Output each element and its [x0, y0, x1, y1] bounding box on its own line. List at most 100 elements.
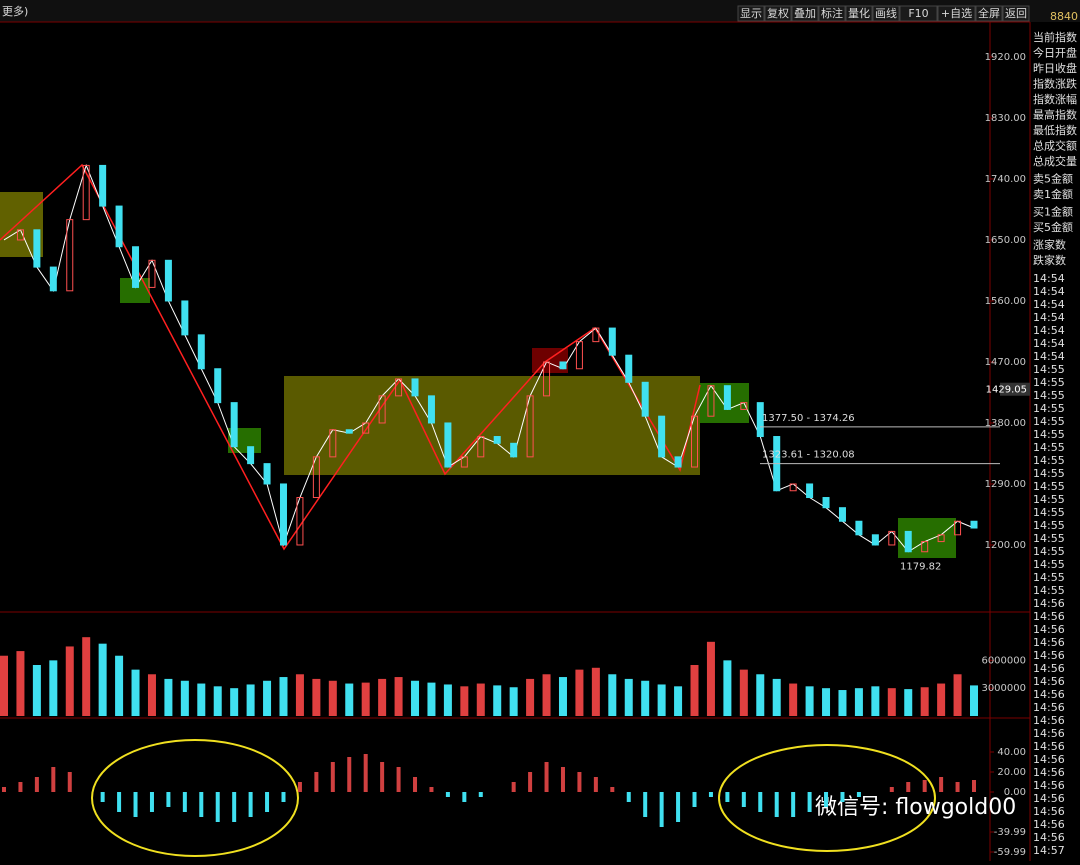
macd-bar	[725, 792, 730, 802]
more-tab[interactable]: 更多)	[2, 4, 28, 18]
candle	[148, 259, 156, 288]
volume-bar	[263, 680, 272, 716]
macd-bar	[889, 787, 894, 792]
y-tick-label: 1560.00	[985, 296, 1026, 307]
side-label: 总成交额	[1033, 139, 1077, 153]
volume-bar	[953, 674, 962, 716]
volume-bar	[690, 665, 699, 716]
macd-bar	[18, 782, 23, 792]
time-label: 14:55	[1033, 545, 1065, 558]
candle	[312, 456, 320, 499]
candle	[66, 219, 74, 292]
macd-bar	[774, 792, 779, 817]
candle	[378, 395, 386, 424]
time-label: 14:56	[1033, 636, 1065, 649]
macd-bar	[149, 792, 154, 812]
candle	[411, 378, 419, 397]
macd-bar	[741, 792, 746, 807]
side-label: 昨日收盘	[1033, 61, 1077, 75]
macd-bar	[67, 772, 72, 792]
time-label: 14:55	[1033, 389, 1065, 402]
candle	[937, 534, 945, 543]
toolbar-button[interactable]: 返回	[1005, 7, 1027, 20]
volume-bar	[312, 678, 321, 716]
candle	[296, 497, 304, 546]
button-bg	[845, 5, 873, 22]
volume-bar	[295, 674, 304, 716]
time-label: 14:56	[1033, 727, 1065, 740]
candle	[641, 381, 649, 417]
macd-bar	[840, 792, 845, 802]
toolbar-button[interactable]: 复权	[767, 6, 789, 20]
toolbar-button[interactable]: 标注	[821, 6, 843, 20]
macd-bar	[117, 792, 122, 812]
macd-bar	[856, 792, 861, 797]
time-label: 14:55	[1033, 584, 1065, 597]
volume-bar	[180, 680, 189, 716]
macd-bar	[544, 762, 549, 792]
macd-bar	[528, 772, 533, 792]
toolbar-button[interactable]: 全屏	[978, 6, 1000, 20]
volume-bar	[493, 685, 502, 716]
toolbar-button[interactable]: +自选	[941, 7, 972, 20]
macd-bar	[692, 792, 697, 807]
candle	[674, 456, 682, 468]
time-label: 14:55	[1033, 467, 1065, 480]
y-tick-label: 1290.00	[985, 479, 1026, 490]
candle	[230, 402, 238, 448]
volume-bar	[131, 669, 140, 716]
volume-bar	[641, 680, 650, 716]
volume-bar	[246, 684, 255, 716]
time-label: 14:57	[1033, 844, 1065, 857]
candle	[954, 520, 962, 536]
candle	[99, 164, 107, 207]
candle	[263, 463, 271, 485]
y-tick-label: -59.99	[994, 847, 1026, 858]
macd-bar	[560, 767, 565, 792]
candle	[510, 442, 518, 458]
candle	[526, 395, 534, 458]
volume-bar	[98, 643, 107, 716]
candle	[427, 395, 435, 424]
time-label: 14:55	[1033, 376, 1065, 389]
candle	[16, 229, 24, 241]
volume-bar	[920, 687, 929, 716]
volume-bar	[970, 685, 978, 716]
volume-bar	[460, 686, 469, 716]
time-label: 14:56	[1033, 740, 1065, 753]
highlight	[718, 744, 936, 852]
candle	[49, 266, 57, 292]
toolbar-button[interactable]: F10	[908, 7, 928, 20]
y-tick-label: 1470.00	[985, 357, 1026, 368]
candle	[279, 483, 287, 546]
candle	[756, 402, 764, 438]
time-label: 14:54	[1033, 272, 1065, 285]
y-tick-label: 1200.00	[985, 540, 1026, 551]
candle	[444, 422, 452, 468]
toolbar-button[interactable]: 量化	[848, 6, 870, 20]
current-box	[1000, 382, 1030, 396]
candle	[806, 483, 814, 499]
toolbar-button[interactable]: 画线	[875, 6, 897, 20]
volume-bar	[115, 655, 124, 716]
side-label: 指数涨跌	[1033, 77, 1077, 91]
macd-bar	[199, 792, 204, 817]
toolbar-button[interactable]: 叠加	[794, 7, 816, 20]
candle	[559, 361, 567, 370]
time-label: 14:54	[1033, 337, 1065, 350]
time-label: 14:55	[1033, 519, 1065, 532]
volume-bar	[476, 683, 485, 716]
macd-bar	[758, 792, 763, 812]
time-label: 14:54	[1033, 350, 1065, 363]
volume-bar	[854, 688, 863, 716]
candle	[970, 520, 978, 529]
candle	[345, 429, 353, 434]
y-tick-label: 3000000	[981, 683, 1026, 694]
volume-bar	[443, 684, 452, 716]
macd-bar	[215, 792, 220, 822]
side-label: 买1金额	[1033, 205, 1073, 219]
toolbar-button[interactable]: 显示	[740, 7, 762, 20]
side-label: 卖1金额	[1033, 187, 1073, 201]
volume-bar	[542, 674, 551, 716]
